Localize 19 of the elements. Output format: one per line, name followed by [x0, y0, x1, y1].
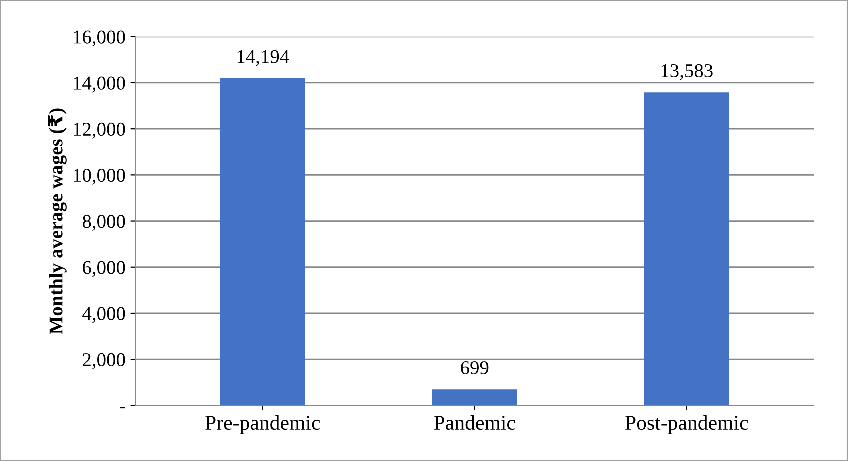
bar [644, 92, 730, 406]
data-label: 14,194 [238, 50, 290, 66]
y-tick-label: 6,000 [83, 261, 126, 278]
y-tick-label: - [120, 407, 126, 409]
y-axis-title: Monthly average wages (₹) [48, 108, 67, 334]
bar [220, 78, 306, 406]
y-tick-label: 8,000 [82, 215, 126, 232]
y-tick-label: 14,000 [74, 76, 126, 93]
data-label: 699 [461, 361, 489, 375]
bar [432, 390, 518, 406]
y-tick-label: 16,000 [74, 30, 126, 47]
data-label: 13,583 [662, 64, 713, 80]
y-tick-label: 12,000 [74, 122, 126, 139]
x-tick-label: Pandemic [434, 415, 516, 430]
x-tick-label: Pre-pandemic [206, 415, 320, 434]
x-tick-label: Post-pandemic [626, 415, 748, 434]
y-tick-label: 2,000 [83, 353, 126, 370]
y-tick-label: 4,000 [82, 307, 126, 324]
y-tick-label: 10,000 [74, 168, 126, 185]
